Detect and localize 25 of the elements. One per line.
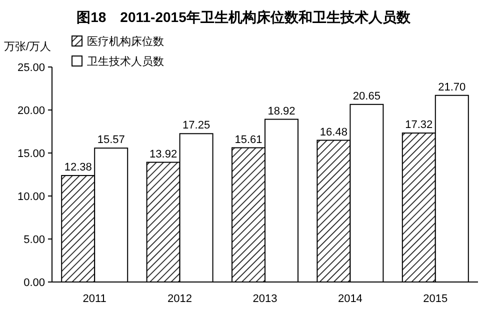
y-tick-label: 15.00	[17, 148, 45, 160]
data-label: 17.32	[405, 119, 433, 132]
data-label: 17.25	[182, 120, 210, 132]
y-tick-label: 25.00	[17, 62, 45, 74]
y-tick-label: 0.00	[24, 277, 45, 289]
data-label: 16.48	[320, 126, 348, 138]
y-tick-label: 5.00	[24, 234, 45, 246]
data-label: 18.92	[268, 105, 296, 118]
legend-label: 医疗机构床位数	[87, 35, 164, 48]
data-label: 20.65	[352, 90, 380, 102]
x-tick-label: 2013	[252, 293, 278, 305]
y-axis-title: 万张/万人	[4, 40, 52, 53]
y-tick-label: 10.00	[17, 191, 45, 203]
x-tick-label: 2011	[82, 293, 106, 305]
x-tick-label: 2015	[423, 293, 448, 305]
x-tick-label: 2014	[338, 293, 362, 305]
data-label: 15.57	[97, 134, 125, 146]
chart-title: 图18 2011-2015年卫生机构床位数和卫生技术人员数	[76, 9, 412, 25]
data-label: 15.61	[234, 134, 262, 146]
data-label: 13.92	[150, 148, 178, 160]
legend-label: 卫生技术人员数	[87, 55, 164, 68]
y-tick-label: 20.00	[17, 105, 45, 117]
data-label: 21.70	[438, 81, 466, 94]
x-tick-label: 2012	[168, 293, 192, 305]
data-label: 12.38	[64, 162, 92, 174]
